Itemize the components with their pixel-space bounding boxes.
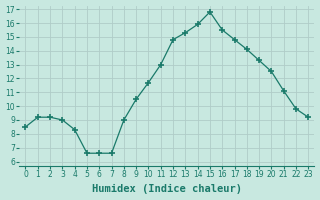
X-axis label: Humidex (Indice chaleur): Humidex (Indice chaleur): [92, 184, 242, 194]
